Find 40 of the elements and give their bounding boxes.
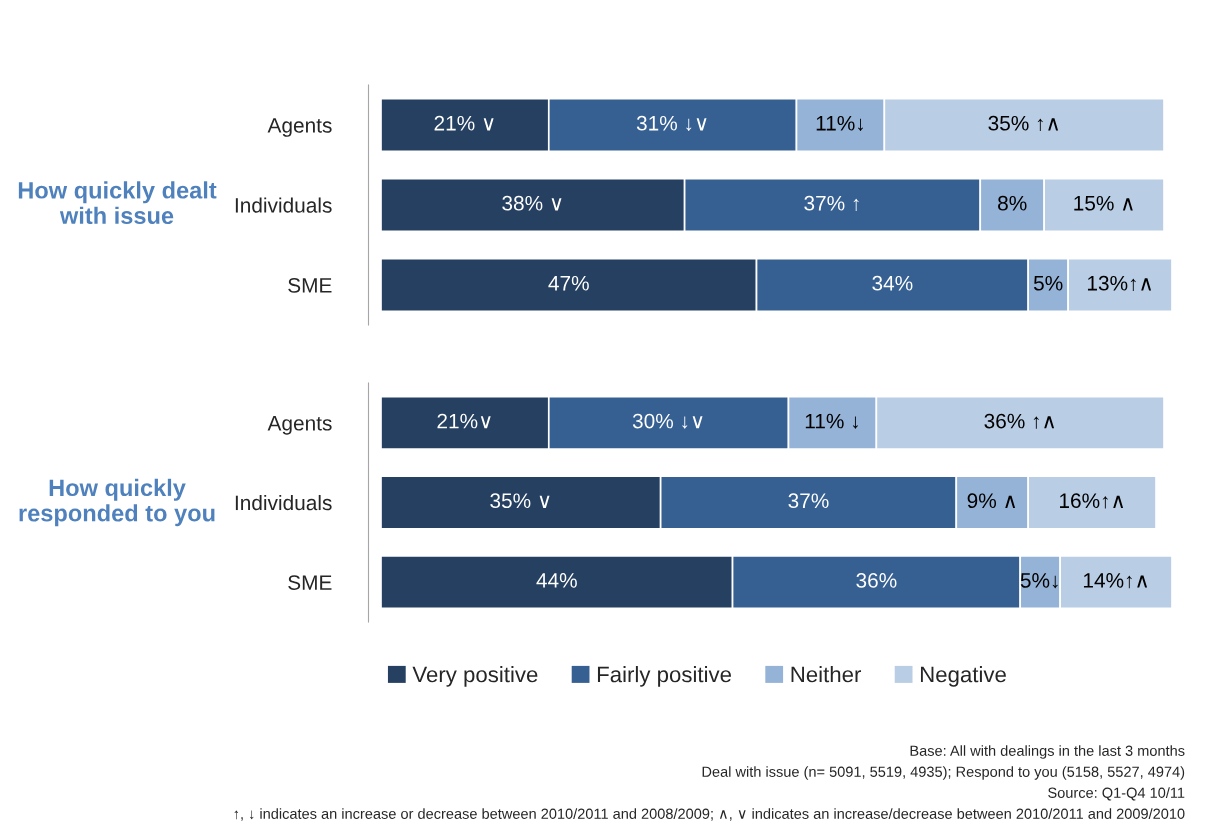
data-label: 34% xyxy=(872,275,913,291)
data-label: 5%↓ xyxy=(1020,573,1058,589)
data-label: 38% ∨ xyxy=(502,195,562,211)
legend-label: Neither xyxy=(791,666,862,683)
data-label: 47% xyxy=(548,275,589,291)
y-tick-label: Agents xyxy=(267,416,332,435)
y-tick-label: Individuals xyxy=(235,494,332,511)
data-label: 14%↑∧ xyxy=(1083,573,1148,589)
data-label: 11% ↓ xyxy=(805,413,858,429)
text: Base: All with dealings in the last 3 months xyxy=(910,745,1185,759)
legend-label: Fairly positive xyxy=(597,666,731,687)
data-label: 36% ↑∧ xyxy=(984,413,1055,429)
legend-label: Negative xyxy=(920,666,1006,687)
text: How quickly responded to you xyxy=(19,478,215,527)
data-label: 21%∨ xyxy=(437,413,491,429)
data-label: 31% ↓∨ xyxy=(636,115,707,132)
data-label: 11%↓ xyxy=(816,115,863,132)
y-tick-label: Agents xyxy=(267,118,332,137)
data-label: 21% ∨ xyxy=(434,115,494,131)
data-label: 35% ↑∧ xyxy=(988,115,1059,132)
y-tick-label: Individuals xyxy=(235,197,332,213)
data-label: 9% ∧ xyxy=(967,493,1016,509)
data-label: 37% xyxy=(788,493,829,509)
data-label: 36% xyxy=(856,573,897,588)
data-label: 8% xyxy=(998,195,1027,211)
y-tick-label: SME xyxy=(288,278,332,293)
text: ↑, ↓ indicates an increase or decrease between 2010/2011 and 2008/2009; ∧, ∨ indicates an increase/decrease between 2010/2011 and 2009/2010 xyxy=(234,808,1185,821)
data-label: 37% ↑ xyxy=(804,195,859,212)
data-label: 16%↑∧ xyxy=(1060,493,1124,509)
data-label: 30% ↓∨ xyxy=(632,413,703,429)
data-label: 13%↑∧ xyxy=(1087,275,1152,292)
data-label: 35% ∨ xyxy=(490,493,550,509)
data-label: 5% xyxy=(1033,275,1063,291)
y-tick-label: SME xyxy=(288,575,332,590)
source-note: Source: Q1-Q4 10/11 xyxy=(1048,787,1185,801)
text: Deal with issue (n= 5091, 5519, 4935); Respond to you (5158, 5527, 4974) xyxy=(702,766,1185,780)
data-label: 15% ∧ xyxy=(1074,195,1133,211)
data-label: 44% xyxy=(536,573,577,588)
text: How quickly dealt with issue xyxy=(18,181,217,225)
legend-label: Very positive xyxy=(412,666,538,687)
